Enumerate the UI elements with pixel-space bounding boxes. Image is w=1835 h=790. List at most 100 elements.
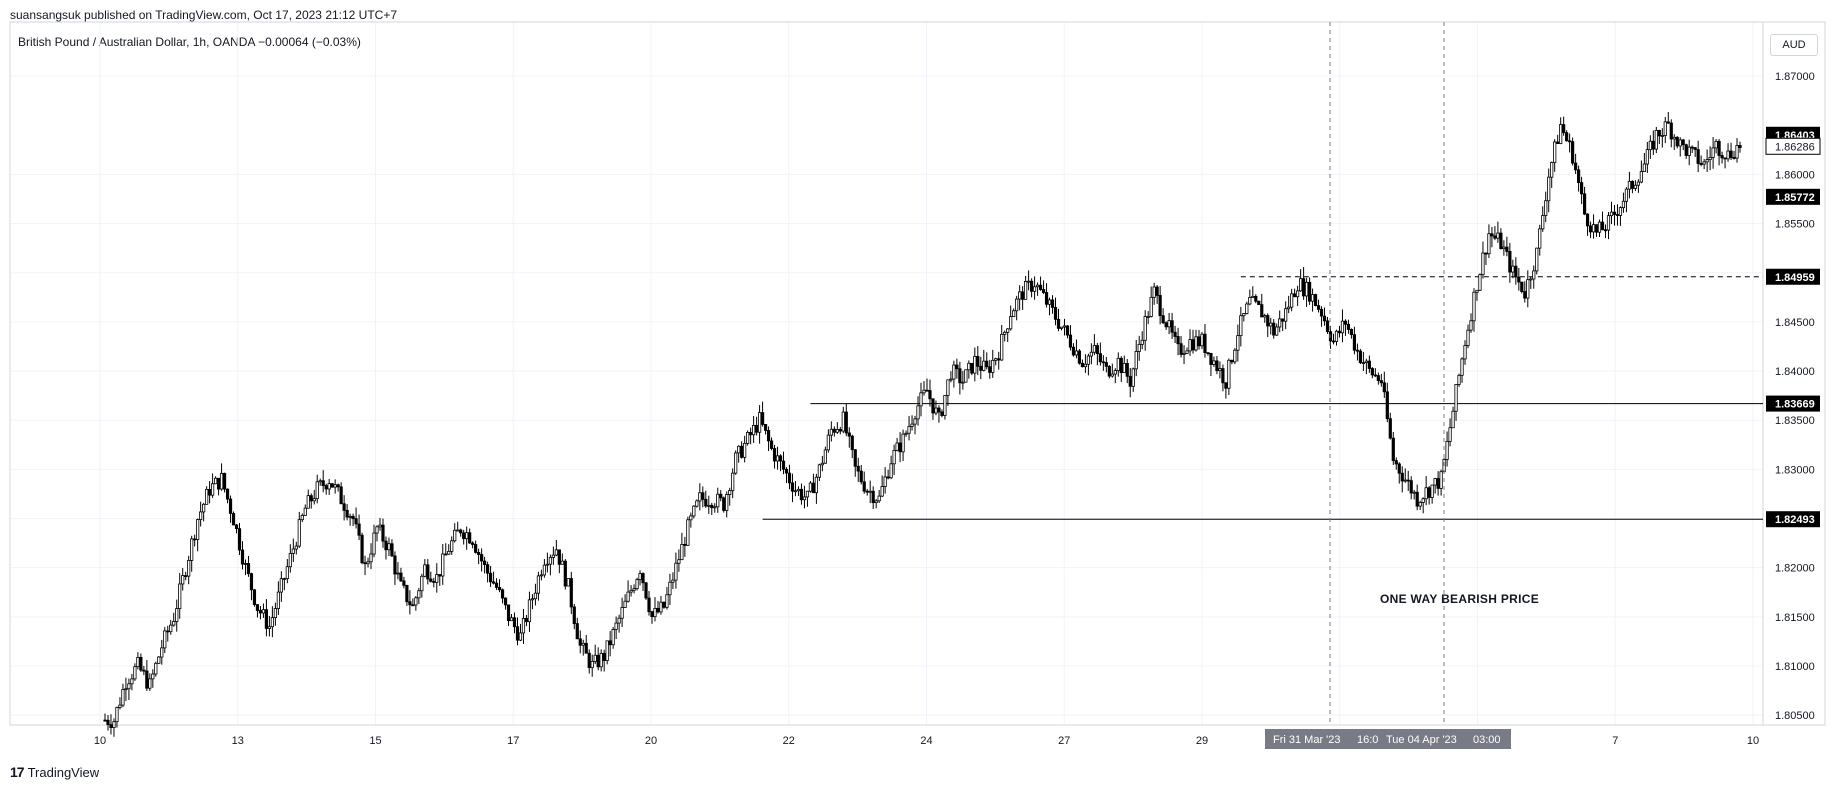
- candle-body: [1559, 124, 1563, 144]
- candle-body: [1547, 176, 1551, 202]
- candle-body: [303, 507, 307, 516]
- candle-body: [1484, 252, 1488, 255]
- candle-body: [1565, 132, 1569, 142]
- chart-grid: [10, 22, 1763, 725]
- candle-body: [1278, 318, 1282, 328]
- candle-body: [698, 492, 702, 502]
- candle-body: [1627, 180, 1632, 190]
- candle-body: [1669, 122, 1673, 140]
- tradingview-brand[interactable]: 17 TradingView: [10, 764, 99, 780]
- candle-body: [1577, 169, 1581, 183]
- symbol-legend[interactable]: British Pound / Australian Dollar, 1h, O…: [18, 35, 361, 49]
- candle-body: [1708, 157, 1712, 161]
- currency-selector[interactable]: AUD: [1770, 34, 1818, 56]
- candle-body: [599, 652, 603, 668]
- candle-body: [273, 608, 277, 618]
- candle-body: [1038, 284, 1043, 290]
- candle-body: [1541, 215, 1545, 230]
- tradingview-logo-icon: 17: [10, 764, 25, 780]
- candle-body: [793, 490, 798, 493]
- candle-body: [524, 618, 529, 623]
- candle-body: [566, 578, 570, 587]
- candle-body: [1287, 306, 1291, 310]
- candle-body: [1137, 343, 1141, 352]
- y-tick-label: 1.85500: [1775, 219, 1815, 231]
- candle-body: [961, 381, 965, 384]
- candle-body: [1406, 479, 1410, 482]
- candle-body: [692, 505, 696, 517]
- price-labels: 1.864031.862861.857721.849591.836691.824…: [1765, 126, 1821, 528]
- candle-body: [820, 462, 824, 466]
- candle-body: [1517, 276, 1521, 283]
- candle-body: [955, 364, 959, 370]
- candle-body: [357, 523, 361, 536]
- candle-body: [919, 392, 923, 407]
- candle-body: [539, 574, 544, 577]
- candle-body: [1245, 303, 1249, 314]
- candle-body: [1630, 180, 1635, 189]
- candle-body: [133, 666, 137, 680]
- candle-body: [766, 430, 771, 442]
- candle-body: [1331, 340, 1336, 343]
- candle-body: [1496, 232, 1500, 239]
- candle-body: [151, 673, 155, 680]
- candle-body: [1490, 233, 1494, 237]
- candle-body: [1535, 247, 1539, 272]
- candle-body: [1678, 139, 1682, 147]
- candle-body: [1412, 491, 1416, 494]
- chart-annotation[interactable]: ONE WAY BEARISH PRICE: [1380, 592, 1539, 606]
- candle-body: [1161, 315, 1165, 324]
- candle-body: [1448, 427, 1452, 442]
- candle-body: [907, 426, 911, 434]
- candle-body: [746, 432, 750, 444]
- candle-body: [1158, 295, 1162, 317]
- candle-body: [154, 662, 158, 675]
- candle-body: [817, 464, 821, 478]
- candle-body: [1197, 336, 1201, 347]
- candle-body: [563, 560, 567, 587]
- candle-body: [593, 654, 597, 662]
- candle-body: [1170, 320, 1174, 333]
- candle-body: [300, 514, 304, 521]
- candle-body: [916, 405, 920, 420]
- candle-body: [267, 626, 271, 629]
- candle-body: [1451, 410, 1455, 429]
- candle-body: [1062, 325, 1067, 328]
- candle-body: [1233, 349, 1237, 363]
- candle-body: [1370, 368, 1374, 376]
- candle-body: [1176, 336, 1180, 345]
- candle-body: [1164, 322, 1168, 328]
- candle-body: [1684, 144, 1688, 156]
- candle-body: [1041, 289, 1046, 293]
- candle-body: [823, 449, 827, 464]
- candle-body: [1550, 162, 1554, 178]
- candle-body: [1657, 130, 1661, 137]
- candle-body: [886, 476, 890, 479]
- candle-body: [1340, 320, 1345, 334]
- price-label: 1.85772: [1775, 192, 1815, 204]
- candle-body: [1729, 150, 1733, 158]
- candle-body: [578, 638, 582, 646]
- candle-body: [1687, 146, 1691, 156]
- candle-body: [802, 496, 807, 501]
- candle-body: [497, 587, 502, 591]
- candle-body: [1726, 150, 1730, 160]
- candle-body: [1699, 163, 1703, 165]
- candle-body: [1325, 320, 1330, 333]
- candle-body: [130, 678, 134, 685]
- candle-body: [1018, 291, 1022, 300]
- candle-body: [1636, 181, 1640, 186]
- candle-body: [1146, 316, 1150, 318]
- horizontal-levels[interactable]: [762, 276, 1763, 520]
- time-axis[interactable]: 10131517202224272912:005710: [94, 735, 1759, 747]
- crosshair-label-4: 03:00: [1473, 734, 1501, 746]
- candle-body: [569, 578, 573, 608]
- candle-body: [781, 460, 786, 470]
- candle-body: [1242, 313, 1246, 317]
- candle-body: [255, 604, 260, 611]
- candle-body: [581, 642, 585, 646]
- candle-body: [542, 564, 546, 576]
- y-tick-label: 1.84500: [1775, 317, 1815, 329]
- candle-body: [1044, 292, 1049, 305]
